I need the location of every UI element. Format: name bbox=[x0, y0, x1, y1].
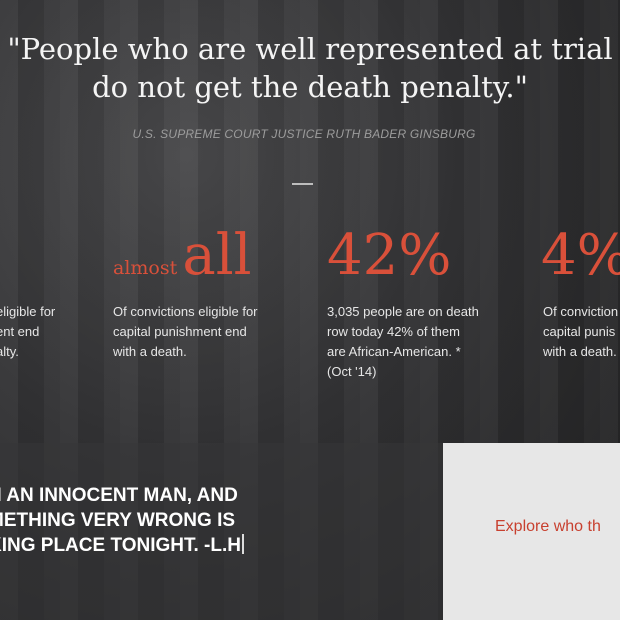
section-divider bbox=[292, 183, 313, 185]
typed-quote: N AN INNOCENT MAN, AND METHING VERY WRON… bbox=[0, 483, 428, 558]
stat-prefix: almost bbox=[113, 257, 178, 279]
explore-panel[interactable]: Explore who th bbox=[443, 443, 620, 620]
quote-line-1: "People who are well represented at tria… bbox=[7, 32, 613, 66]
explore-link[interactable]: Explore who th bbox=[495, 518, 601, 535]
quote-attribution: U.S. SUPREME COURT JUSTICE RUTH BADER GI… bbox=[132, 127, 476, 141]
stat-description-partial-left: eligible for ent end alty. bbox=[0, 304, 56, 359]
stat-value: 42% bbox=[327, 223, 452, 288]
headline-quote: "People who are well represented at tria… bbox=[0, 30, 620, 106]
stat-description-4-percent: Of conviction capital punis with a death… bbox=[543, 304, 619, 359]
typed-quote-text: N AN INNOCENT MAN, AND METHING VERY WRON… bbox=[0, 485, 241, 556]
stat-4-percent: 4% bbox=[541, 228, 620, 284]
stat-almost-all: almost all bbox=[113, 228, 252, 284]
typed-quote-panel: N AN INNOCENT MAN, AND METHING VERY WRON… bbox=[0, 443, 443, 620]
quote-line-2: do not get the death penalty." bbox=[92, 70, 528, 104]
stat-description-42-percent: 3,035 people are on death row today 42% … bbox=[327, 304, 479, 379]
stat-description-almost-all: Of convictions eligible for capital puni… bbox=[113, 304, 258, 359]
bottom-band: N AN INNOCENT MAN, AND METHING VERY WRON… bbox=[0, 443, 620, 620]
text-cursor bbox=[241, 534, 244, 554]
stat-42-percent: 42% bbox=[327, 228, 451, 284]
stat-value: all bbox=[182, 223, 252, 288]
stat-value: 4% bbox=[541, 223, 620, 288]
